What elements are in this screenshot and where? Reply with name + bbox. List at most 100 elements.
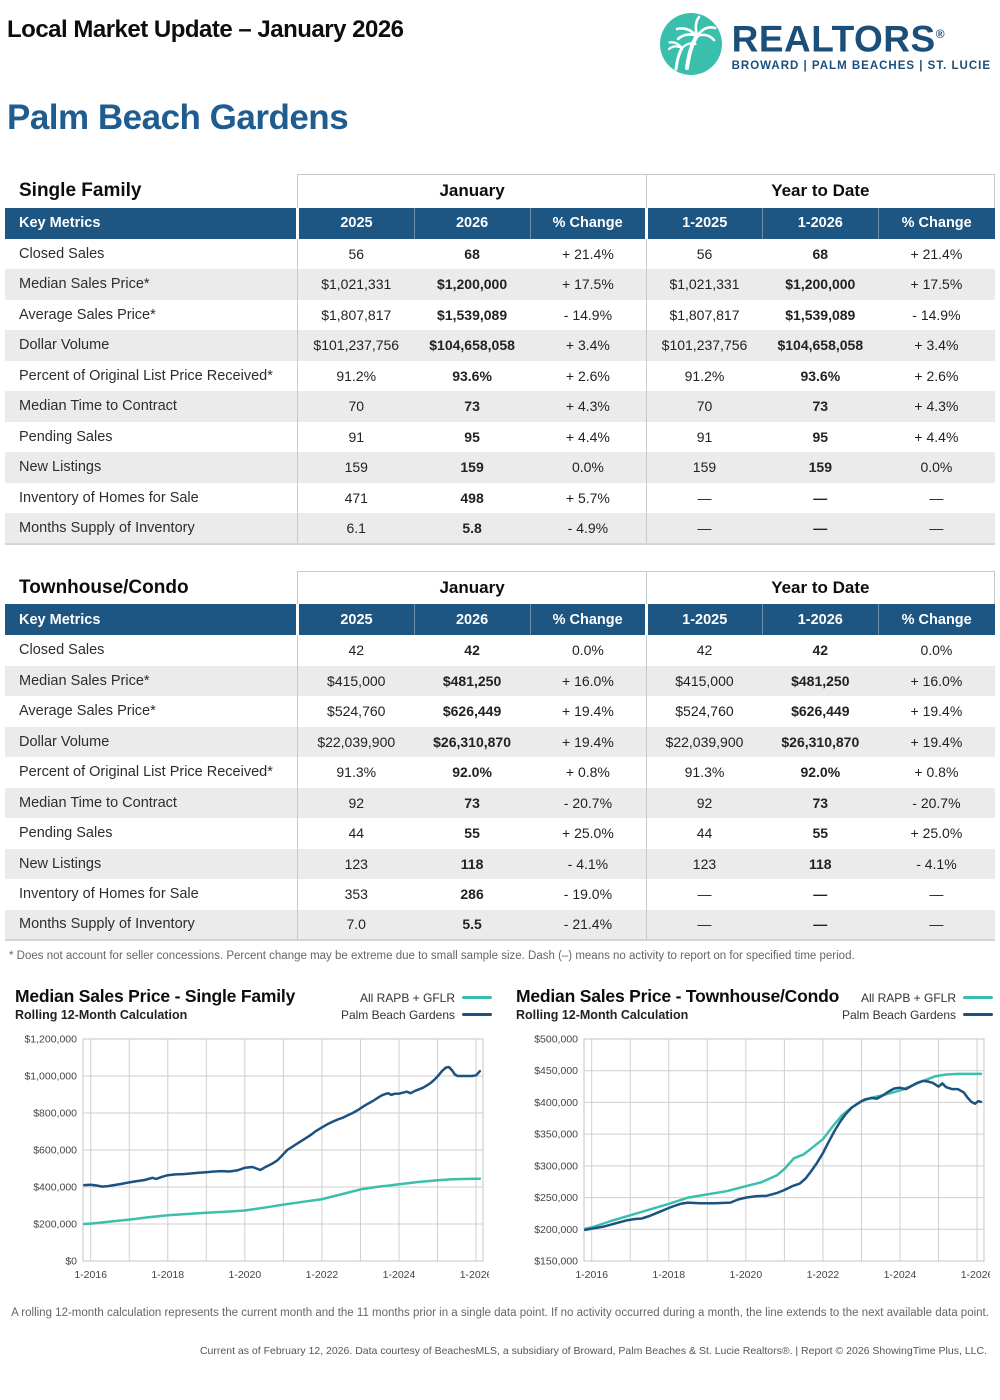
- metric-value: 159: [297, 452, 415, 483]
- metric-value: + 25.0%: [910, 825, 963, 842]
- group-header-january: January: [297, 174, 647, 208]
- metric-value: - 20.7%: [912, 794, 961, 811]
- metric-value: - 21.4%: [563, 916, 613, 933]
- metric-value: $481,250: [791, 672, 850, 689]
- legend-label: All RAPB + GFLR: [359, 990, 455, 1005]
- metric-value: 92.0%: [800, 764, 841, 781]
- metric-value: $626,449: [442, 703, 502, 720]
- metric-value: 56: [645, 238, 763, 269]
- metric-value: + 2.6%: [914, 367, 959, 384]
- table-row: Median Time to Contract 70 73 + 4.3% 70 73 + 4…: [5, 391, 995, 422]
- svg-text:$200,000: $200,000: [534, 1224, 578, 1236]
- metric-label: Median Sales Price*: [19, 672, 150, 689]
- metric-value: $1,200,000: [785, 276, 856, 293]
- table-body: Closed Sales 42 42 0.0% 42 42 0.0% Median Sales…: [5, 635, 995, 940]
- metric-value: $415,000: [645, 665, 763, 696]
- table-row: New Listings 123 118 - 4.1% 123 118 - 4.1%: [5, 848, 995, 879]
- metric-value: 118: [809, 855, 832, 872]
- column-header: 2026: [413, 604, 531, 635]
- metric-value: 44: [297, 818, 415, 849]
- section-title: Townhouse/Condo: [5, 571, 298, 604]
- metric-value: 0.0%: [920, 642, 953, 659]
- metric-value: 68: [464, 245, 480, 262]
- metric-value: + 21.4%: [562, 245, 614, 262]
- metric-value: —: [813, 886, 828, 903]
- metric-value: $104,658,058: [777, 337, 864, 354]
- metric-label: Median Sales Price*: [19, 276, 150, 293]
- svg-text:1-2018: 1-2018: [151, 1269, 184, 1281]
- svg-text:$250,000: $250,000: [534, 1192, 578, 1204]
- column-header: 1-2026: [761, 207, 879, 239]
- metric-value: + 19.4%: [562, 703, 614, 720]
- group-header-row: Single Family January Year to Date: [5, 174, 996, 208]
- metric-label: Inventory of Homes for Sale: [19, 886, 199, 903]
- table-row: Percent of Original List Price Received*…: [5, 360, 995, 391]
- metric-value: - 14.9%: [912, 306, 961, 323]
- metric-value: + 0.8%: [914, 764, 959, 781]
- svg-text:$600,000: $600,000: [33, 1145, 77, 1157]
- page-title: Palm Beach Gardens: [7, 98, 349, 137]
- metric-label: Dollar Volume: [19, 733, 110, 750]
- brand-name: REALTORS®: [732, 16, 991, 58]
- metric-value: + 4.3%: [565, 398, 610, 415]
- single-family-table: Single Family January Year to Date Key M…: [5, 174, 996, 545]
- metric-value: + 25.0%: [562, 825, 614, 842]
- charts-row: Median Sales Price - Single Family Rolli…: [15, 986, 995, 1291]
- section-title: Single Family: [5, 174, 298, 208]
- legend-entry: Palm Beach Gardens: [341, 1006, 492, 1023]
- metric-label: Pending Sales: [19, 428, 113, 445]
- legend-entry: All RAPB + GFLR: [842, 989, 993, 1006]
- metric-value: 91.3%: [645, 757, 763, 788]
- metric-value: - 4.9%: [567, 519, 609, 536]
- group-header-ytd: Year to Date: [645, 174, 996, 208]
- metric-value: $1,539,089: [785, 306, 856, 323]
- metric-value: 123: [297, 848, 415, 879]
- metric-label: New Listings: [19, 855, 102, 872]
- table-row: Average Sales Price* $524,760 $626,449 + 19…: [5, 696, 995, 727]
- chart-subtitle: Rolling 12-Month Calculation: [516, 1008, 689, 1022]
- table-body: Closed Sales 56 68 + 21.4% 56 68 + 21.4% Median…: [5, 238, 995, 544]
- line-chart-single-family: $0 $200,000 $400,000 $600,000 $800,000 $1,000…: [24, 1034, 492, 1282]
- metric-label: Closed Sales: [19, 642, 105, 659]
- metric-value: —: [929, 916, 944, 933]
- svg-text:$150,000: $150,000: [534, 1256, 578, 1268]
- metric-value: 56: [297, 238, 415, 269]
- table-row: Months Supply of Inventory 7.0 5.5 - 21.4% —…: [5, 909, 995, 940]
- metric-value: 5.5: [462, 916, 482, 933]
- column-header: % Change: [529, 604, 647, 635]
- metric-value: 42: [645, 635, 763, 666]
- svg-text:$300,000: $300,000: [534, 1160, 578, 1172]
- svg-text:$1,200,000: $1,200,000: [24, 1034, 77, 1046]
- legend-swatch: [462, 996, 492, 999]
- metric-value: 73: [812, 794, 829, 811]
- metric-value: $1,021,331: [645, 269, 763, 300]
- page-header: Local Market Update – January 2026: [5, 10, 995, 76]
- table-row: Pending Sales 91 95 + 4.4% 91 95 + 4.4%: [5, 421, 995, 452]
- column-header: 1-2025: [644, 207, 763, 239]
- metric-value: 91: [645, 421, 763, 452]
- metric-value: 91.2%: [297, 360, 415, 391]
- metric-value: 498: [460, 489, 484, 506]
- column-header: % Change: [877, 207, 995, 239]
- registered-mark: ®: [935, 27, 946, 42]
- metric-value: $26,310,870: [781, 733, 860, 750]
- column-header: Key Metrics: [5, 604, 298, 635]
- townhouse-condo-section: Townhouse/Condo January Year to Date Key…: [5, 570, 996, 941]
- metric-value: —: [645, 909, 763, 940]
- metric-value: $26,310,870: [433, 733, 511, 750]
- svg-text:1-2016: 1-2016: [74, 1269, 107, 1281]
- metric-value: 159: [460, 459, 484, 476]
- svg-text:1-2022: 1-2022: [807, 1269, 840, 1281]
- metric-value: 0.0%: [571, 642, 604, 659]
- metric-value: 95: [464, 428, 480, 445]
- chart-townhouse-condo: Median Sales Price - Townhouse/Condo Rol…: [516, 986, 995, 1291]
- chart-subtitle: Rolling 12-Month Calculation: [15, 1008, 188, 1022]
- metric-value: 68: [812, 245, 829, 262]
- svg-text:1-2024: 1-2024: [884, 1269, 917, 1281]
- metric-value: - 4.1%: [567, 855, 609, 872]
- metric-value: 0.0%: [571, 459, 604, 476]
- metric-value: 5.8: [462, 519, 482, 536]
- metric-value: + 0.8%: [565, 764, 610, 781]
- svg-text:1-2018: 1-2018: [652, 1269, 685, 1281]
- svg-text:1-2016: 1-2016: [575, 1269, 608, 1281]
